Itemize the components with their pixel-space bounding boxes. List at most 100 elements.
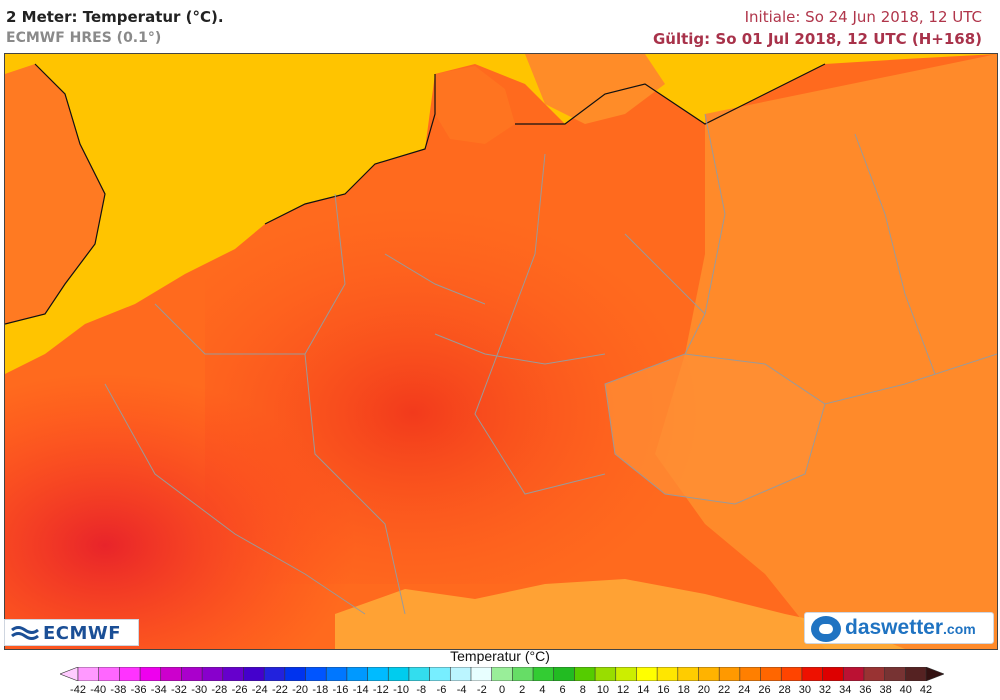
colorbar-segment bbox=[325, 667, 348, 681]
temperature-colorbar bbox=[60, 667, 944, 681]
colorbar-segment bbox=[594, 667, 617, 681]
colorbar-segment bbox=[387, 667, 410, 681]
colorbar-segment bbox=[801, 667, 824, 681]
colorbar-segment bbox=[822, 667, 845, 681]
coastline-uk bbox=[5, 63, 106, 325]
colorbar-segment bbox=[263, 667, 286, 681]
colorbar-segment bbox=[98, 667, 121, 681]
map-canvas bbox=[5, 54, 997, 649]
legend-tick-label: 18 bbox=[677, 684, 690, 696]
colorbar-segment bbox=[677, 667, 700, 681]
header: 2 Meter: Temperatur (°C). ECMWF HRES (0.… bbox=[0, 0, 1000, 54]
coastline-baltic bbox=[515, 63, 826, 125]
colorbar-segment bbox=[491, 667, 514, 681]
colorbar-segment bbox=[512, 667, 534, 681]
model-label: ECMWF HRES (0.1°) bbox=[6, 30, 162, 46]
legend-tick-label: -10 bbox=[393, 684, 409, 696]
legend-tick-label: -26 bbox=[231, 684, 248, 696]
legend-tick-label: -18 bbox=[312, 684, 329, 696]
land-uk bbox=[5, 64, 105, 324]
legend-tick-label: 30 bbox=[798, 684, 811, 696]
cloud-icon bbox=[811, 616, 841, 642]
colorbar-segment bbox=[656, 667, 679, 681]
ecmwf-wave-icon bbox=[11, 626, 39, 640]
legend-tick-label: 0 bbox=[498, 684, 506, 696]
colorbar-segment bbox=[346, 667, 369, 681]
daswetter-logo-text: daswetter.com bbox=[845, 616, 976, 640]
legend-tick-label: -14 bbox=[352, 684, 369, 696]
legend-tick-label: -20 bbox=[292, 684, 309, 696]
colorbar-arrow-high bbox=[925, 667, 944, 681]
legend-tick-label: -6 bbox=[436, 684, 447, 696]
colorbar-segment bbox=[760, 667, 783, 681]
colorbar-segment bbox=[842, 667, 865, 681]
daswetter-logo[interactable]: daswetter.com bbox=[804, 612, 994, 644]
legend-tick-label: -2 bbox=[476, 684, 487, 696]
temperature-map[interactable] bbox=[4, 53, 998, 650]
colorbar-segment bbox=[718, 667, 741, 681]
colorbar-segment bbox=[429, 667, 452, 681]
colorbar-segment bbox=[222, 667, 245, 681]
colorbar-segment bbox=[574, 667, 596, 681]
admin-borders bbox=[104, 113, 997, 615]
colorbar-segment bbox=[367, 667, 390, 681]
legend-tick-label: -30 bbox=[191, 684, 208, 696]
colorbar-segment bbox=[201, 667, 224, 681]
legend-title: Temperatur (°C) bbox=[450, 648, 550, 664]
legend-ticks: -42 -40 -38 -36 -34 -32 -30 -28 -26 -24 -22 -20 -18-… bbox=[0, 684, 1000, 700]
colorbar-segment bbox=[884, 667, 907, 681]
daswetter-tld: .com bbox=[943, 621, 976, 637]
valid-time: Gültig: So 01 Jul 2018, 12 UTC (H+168) bbox=[652, 30, 982, 48]
legend-tick-label: 2 bbox=[519, 684, 526, 696]
legend-tick-label: 6 bbox=[559, 684, 566, 696]
legend-tick-label: 22 bbox=[717, 684, 731, 696]
colorbar-segment bbox=[77, 667, 100, 681]
legend-tick-label: -24 bbox=[251, 684, 268, 696]
legend-tick-label: -40 bbox=[90, 684, 107, 696]
legend-tick-label: -12 bbox=[372, 684, 389, 696]
legend-tick-label: -42 bbox=[70, 684, 86, 696]
colorbar-arrow-low bbox=[60, 667, 79, 681]
legend-tick-label: -22 bbox=[271, 684, 288, 696]
legend-tick-label: -32 bbox=[170, 684, 187, 696]
legend-tick-label: 8 bbox=[579, 684, 586, 696]
legend-tick-label: 28 bbox=[778, 684, 791, 696]
colorbar-segment bbox=[698, 667, 720, 681]
legend-tick-label: 38 bbox=[879, 684, 892, 696]
legend-tick-label: 42 bbox=[919, 684, 933, 696]
legend-tick-label: -16 bbox=[332, 684, 349, 696]
colorbar-segment bbox=[181, 667, 203, 681]
colorbar-segment bbox=[470, 667, 493, 681]
colorbar-segment bbox=[243, 667, 265, 681]
legend-tick-label: 24 bbox=[738, 684, 751, 696]
legend-tick-label: 16 bbox=[657, 684, 670, 696]
legend-tick-label: 12 bbox=[617, 684, 630, 696]
colorbar-segment bbox=[284, 667, 307, 681]
colorbar-segment bbox=[119, 667, 141, 681]
legend-tick-label: -38 bbox=[110, 684, 127, 696]
colorbar-segment bbox=[615, 667, 638, 681]
colorbar-segment bbox=[449, 667, 472, 681]
legend-tick-label: 36 bbox=[859, 684, 872, 696]
daswetter-name: daswetter bbox=[845, 616, 944, 639]
legend-tick-label: 4 bbox=[539, 684, 546, 696]
legend-tick-label: 34 bbox=[839, 684, 852, 696]
colorbar-segment bbox=[863, 667, 886, 681]
legend-tick-label: -4 bbox=[456, 684, 467, 696]
land-denmark bbox=[435, 66, 515, 144]
map-title: 2 Meter: Temperatur (°C). bbox=[6, 8, 224, 26]
coastline bbox=[264, 74, 436, 225]
ecmwf-logo-text: ECMWF bbox=[43, 623, 122, 644]
legend-tick-label: -8 bbox=[416, 684, 427, 696]
colorbar-segment bbox=[408, 667, 431, 681]
land-sweden bbox=[525, 54, 665, 124]
legend-tick-label: -34 bbox=[150, 684, 167, 696]
colorbar-segment bbox=[780, 667, 803, 681]
colorbar-segment bbox=[636, 667, 658, 681]
colorbar-segment bbox=[553, 667, 576, 681]
legend-tick-label: 40 bbox=[899, 684, 912, 696]
init-time: Initiale: So 24 Jun 2018, 12 UTC bbox=[744, 8, 982, 26]
colorbar-segment bbox=[532, 667, 555, 681]
colorbar-segment bbox=[160, 667, 183, 681]
legend-tick-label: 14 bbox=[637, 684, 650, 696]
